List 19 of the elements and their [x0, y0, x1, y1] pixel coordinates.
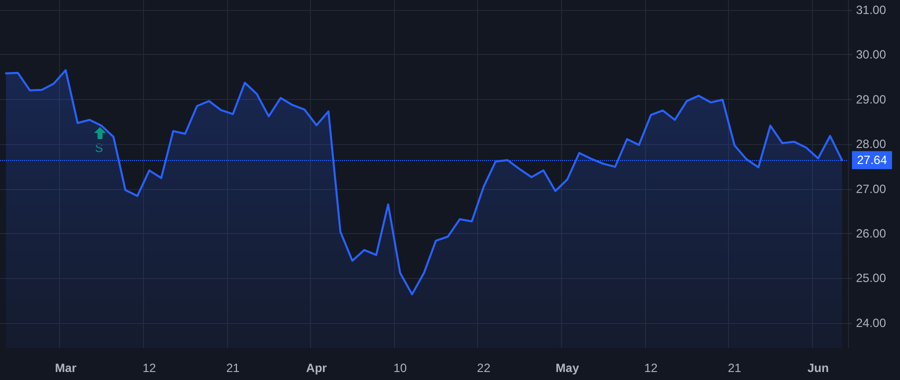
y-tick-label: 29.00 — [856, 92, 886, 106]
y-tick-label: 31.00 — [856, 2, 886, 17]
x-tick-label: 12 — [142, 361, 156, 375]
x-tick-label: 22 — [477, 361, 491, 375]
y-tick-label: 30.00 — [856, 48, 886, 62]
x-tick-label: 21 — [728, 361, 742, 375]
x-tick-label: 10 — [393, 361, 408, 375]
x-tick-label: Apr — [306, 361, 328, 375]
x-tick-label: May — [556, 361, 580, 375]
x-tick-label: 21 — [226, 361, 240, 375]
x-tick-label: Mar — [55, 361, 77, 375]
ref-line-label: 27.64 — [857, 153, 888, 168]
x-tick-label: 12 — [644, 361, 658, 375]
y-tick-label: 27.00 — [856, 182, 886, 196]
y-tick-label: 26.00 — [856, 226, 886, 240]
x-tick-label: Jun — [807, 361, 829, 375]
y-tick-label: 28.00 — [856, 137, 886, 152]
y-tick-label: 25.00 — [856, 271, 886, 286]
y-tick-label: 24.00 — [856, 316, 886, 330]
